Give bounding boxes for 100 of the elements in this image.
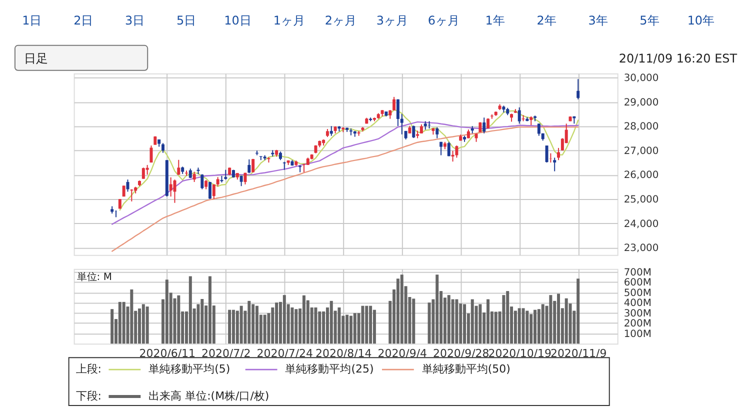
candlestick	[400, 113, 404, 135]
text: 日足	[24, 51, 48, 66]
bar	[564, 298, 568, 344]
bar	[232, 310, 235, 344]
candlestick	[537, 123, 540, 136]
bar	[412, 298, 416, 344]
bar	[302, 295, 306, 344]
text: 1年	[485, 13, 505, 28]
line-series	[111, 121, 579, 225]
text: 3日	[125, 13, 145, 28]
candlestick	[440, 141, 443, 156]
y-tick-label: 27,000	[624, 146, 659, 157]
legend-label: 出来高 単位:(M株/口/枚)	[148, 389, 270, 402]
candlestick	[208, 181, 212, 200]
text: 2日	[74, 13, 94, 28]
bar	[400, 274, 404, 344]
y-tick-label: 500M	[624, 288, 652, 299]
candlestick	[212, 184, 216, 200]
text: 20/11/09 16:20 EST	[618, 51, 738, 66]
text: 10日	[224, 13, 252, 28]
candlestick	[130, 188, 134, 202]
y-tick-label: 300M	[624, 308, 652, 320]
text: 10年	[687, 13, 715, 28]
candlestick	[161, 142, 164, 154]
bar	[506, 291, 510, 344]
bar	[290, 307, 294, 344]
candlestick	[240, 175, 243, 187]
y-tick-label: 100M	[624, 328, 652, 340]
bar	[146, 306, 149, 344]
text: 3ヶ月	[376, 13, 408, 28]
y-tick-label: 700M	[624, 267, 652, 278]
candlestick	[224, 169, 228, 180]
text: 1ヶ月	[273, 13, 306, 28]
candlestick	[173, 179, 176, 204]
candlestick	[248, 158, 251, 174]
y-tick-label: 25,000	[624, 194, 659, 206]
bar	[361, 306, 364, 344]
bar	[514, 310, 517, 344]
bar	[478, 304, 482, 344]
bar	[396, 278, 400, 344]
legend-title: 下段:	[76, 389, 102, 402]
candlestick	[150, 145, 153, 164]
bar	[557, 294, 560, 344]
candlestick	[216, 176, 220, 187]
bar	[322, 311, 326, 344]
candlestick	[244, 172, 247, 185]
candlestick	[553, 157, 556, 172]
bar	[122, 302, 126, 344]
x-tick-label: 2020/9/28	[432, 347, 490, 360]
legend-title: 上段:	[76, 362, 102, 376]
bar	[255, 306, 258, 344]
legend-label: 単純移動平均(5)	[148, 362, 230, 376]
legend-label: 単純移動平均(50)	[422, 362, 510, 376]
x-tick-label: 2020/11/9	[550, 347, 607, 360]
bar	[228, 310, 232, 344]
bar	[522, 308, 525, 344]
candlestick	[557, 147, 560, 161]
bar	[502, 295, 506, 344]
bar	[369, 306, 372, 344]
x-tick-label: 2020/7/24	[256, 347, 314, 360]
candlestick	[436, 126, 439, 139]
text: 5日	[176, 13, 196, 28]
x-tick-label: 2020/7/2	[202, 347, 251, 360]
bar	[208, 276, 212, 344]
y-tick-label: 30,000	[624, 72, 659, 84]
candlestick	[126, 179, 130, 192]
x-tick-label: 2020/8/14	[316, 347, 372, 360]
y-tick-label: 29,000	[624, 97, 659, 108]
text: 5年	[640, 13, 660, 28]
candlestick	[549, 152, 552, 164]
y-tick-label: 600M	[624, 278, 652, 289]
bar	[455, 299, 458, 344]
candlestick	[412, 125, 416, 138]
bar	[459, 304, 462, 344]
candlestick	[200, 174, 204, 190]
bar	[177, 295, 180, 344]
bar	[314, 307, 318, 344]
y-tick-label: 23,000	[624, 243, 659, 254]
y-tick-label: 28,000	[624, 122, 659, 133]
x-tick-label: 2020/9/4	[378, 347, 428, 360]
bar	[130, 289, 134, 344]
candlestick	[204, 180, 208, 190]
bar	[463, 304, 466, 344]
bar	[118, 302, 122, 344]
bar	[436, 274, 439, 344]
text: 3年	[588, 13, 608, 28]
bar	[275, 302, 278, 344]
candlestick	[428, 120, 431, 130]
bar	[349, 316, 352, 344]
bar	[526, 310, 529, 344]
bar	[294, 309, 298, 344]
y-tick-label: 400M	[624, 298, 652, 310]
bar	[494, 312, 498, 344]
bar	[372, 310, 376, 344]
bar	[428, 302, 431, 344]
bar	[138, 308, 141, 344]
text: 6ヶ月	[428, 13, 460, 28]
bar	[346, 314, 349, 344]
bar	[338, 307, 341, 344]
candlestick	[447, 141, 450, 157]
